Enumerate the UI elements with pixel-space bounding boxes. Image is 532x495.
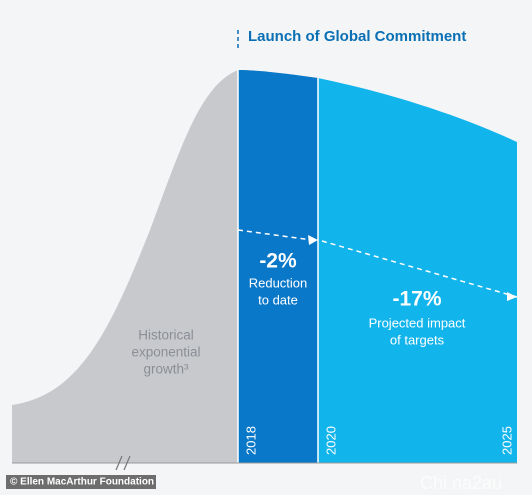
title: Launch of Global Commitment	[248, 28, 466, 45]
projected-area	[318, 78, 517, 463]
label: Projected impact	[369, 315, 466, 330]
label: growth³	[143, 362, 189, 377]
label: Reduction	[249, 275, 308, 290]
year-label: 2025	[499, 426, 514, 455]
axis-break	[115, 455, 131, 471]
historical-area	[12, 70, 238, 463]
year-label: 2020	[323, 426, 338, 455]
arrow-head	[308, 235, 318, 245]
year-label: 2018	[243, 426, 258, 455]
credit-background	[6, 475, 156, 489]
value: -17%	[392, 288, 441, 311]
label: Historical	[138, 328, 194, 343]
watermark: Chi na2au	[420, 473, 502, 493]
reduction-area	[238, 70, 318, 463]
label: to date	[258, 292, 298, 307]
label: of targets	[390, 332, 445, 347]
arrow-head	[507, 292, 517, 301]
label: exponential	[131, 345, 200, 360]
trend-line	[237, 229, 518, 298]
credit: © Ellen MacArthur Foundation	[10, 477, 154, 488]
value: -2%	[259, 250, 297, 273]
